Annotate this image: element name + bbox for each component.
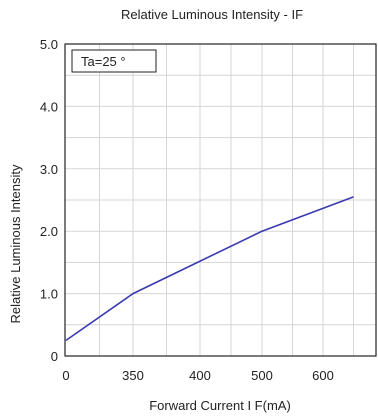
x-tick-label: 400 [189,368,211,383]
x-ticks: 0 350 400 500 600 [62,368,333,383]
y-tick-label: 5.0 [40,37,58,52]
y-tick-label: 2.0 [40,224,58,239]
x-axis-label: Forward Current I F(mA) [149,398,291,413]
series-lines [65,196,354,342]
annotation-text: Ta=25 ° [81,54,126,69]
y-axis-label: Relative Luminous Intensity [8,164,23,323]
y-ticks: 0 1.0 2.0 3.0 4.0 5.0 [40,37,58,364]
y-tick-label: 0 [51,349,58,364]
annotation-box [71,49,157,73]
chart-title: Relative Luminous Intensity - IF [121,7,303,22]
x-tick-label: 500 [251,368,273,383]
y-tick-label: 4.0 [40,99,58,114]
y-tick-label: 1.0 [40,287,58,302]
grid [65,44,376,356]
x-tick-label: 350 [122,368,144,383]
series-line [65,196,354,342]
plot-frame [64,43,377,357]
x-tick-label: 600 [312,368,334,383]
y-tick-label: 3.0 [40,162,58,177]
x-tick-label: 0 [62,368,69,383]
